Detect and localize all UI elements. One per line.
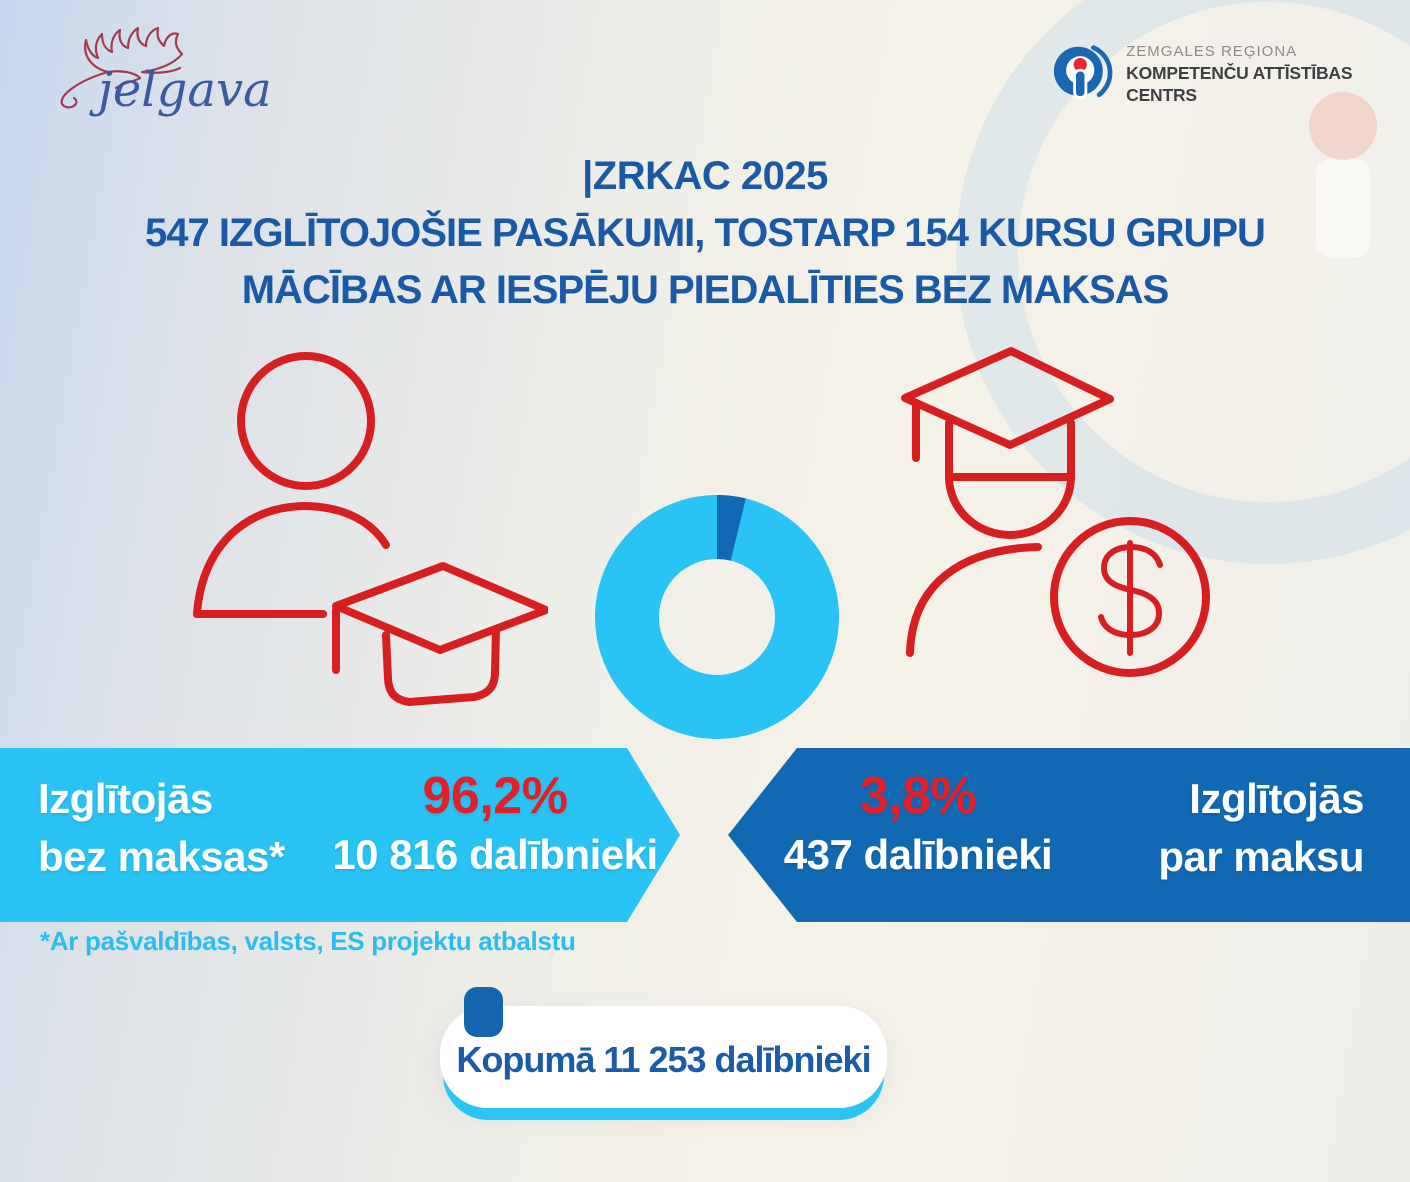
paid-participants: 437 dalībnieki	[783, 831, 1053, 878]
zrkac-watermark-stem	[1316, 158, 1370, 258]
jelgava-moose-icon: jelgava	[60, 26, 272, 118]
jelgava-logo: jelgava	[46, 12, 276, 129]
learner-shoulders	[193, 502, 390, 618]
dollar-coin-icon	[1050, 517, 1210, 677]
zrkac-watermark-dot	[1309, 92, 1377, 160]
graduate-chin	[945, 473, 1075, 539]
title-line1: |ZRKAC 2025	[582, 154, 828, 198]
paid-ribbon-labels: Izglītojās par maksu	[1158, 770, 1364, 886]
dollar-curve	[1098, 543, 1163, 639]
free-learner-icon	[193, 352, 548, 706]
graduation-cap-icon	[332, 562, 548, 654]
paid-label-line1: Izglītojās	[1189, 775, 1364, 822]
graduate-face	[945, 419, 1075, 481]
free-participants: 10 816 dalībnieki	[332, 831, 658, 878]
total-pill-marker-icon	[464, 987, 503, 1037]
footnote: *Ar pašvaldības, valsts, ES projektu atb…	[40, 926, 576, 956]
graduate-mortarboard	[901, 347, 1114, 449]
zrkac-logo: ZEMGALES REĢIONA KOMPETENČU ATTĪSTĪBAS C…	[1052, 36, 1410, 112]
free-label-line2: bez maksas*	[38, 833, 285, 880]
graduation-cap-band	[382, 625, 500, 706]
paid-percent: 3,8%	[859, 767, 977, 825]
page-title: |ZRKAC 2025 547 IZGLĪTOJOŠIE PASĀKUMI, T…	[0, 148, 1410, 319]
donut-chart	[595, 495, 839, 739]
title-line3: MĀCĪBAS AR IESPĒJU PIEDALĪTIES BEZ MAKSA…	[241, 268, 1170, 312]
free-ribbon: Izglītojās bez maksas* 96,2% 10 816 dalī…	[0, 748, 680, 922]
zrkac-logo-icon	[1053, 45, 1113, 99]
paid-ribbon-values: 3,8% 437 dalībnieki	[768, 766, 1068, 884]
free-ribbon-values: 96,2% 10 816 dalībnieki	[330, 766, 660, 884]
total-pill-text: Kopumā 11 253 dalībnieki	[456, 1039, 871, 1080]
jelgava-logo-text: jelgava	[89, 62, 272, 118]
graduate-shoulders	[906, 543, 1042, 657]
total-pill: Kopumā 11 253 dalībnieki	[440, 987, 887, 1108]
donut-paid-slice	[595, 495, 839, 739]
free-ribbon-labels: Izglītojās bez maksas*	[38, 770, 285, 886]
zrkac-logo-line1: ZEMGALES REĢIONA	[1126, 43, 1298, 60]
learner-head	[237, 352, 375, 490]
paid-ribbon: 3,8% 437 dalībnieki Izglītojās par maksu	[728, 748, 1410, 922]
free-label-line1: Izglītojās	[38, 775, 213, 822]
paid-label-line2: par maksu	[1158, 833, 1364, 880]
title-line2: 547 IZGLĪTOJOŠIE PASĀKUMI, TOSTARP 154 K…	[145, 211, 1266, 255]
paid-graduate-icon	[901, 347, 1210, 677]
free-percent: 96,2%	[422, 767, 568, 825]
zrkac-logo-line2: KOMPETENČU ATTĪSTĪBAS CENTRS	[1126, 63, 1353, 105]
